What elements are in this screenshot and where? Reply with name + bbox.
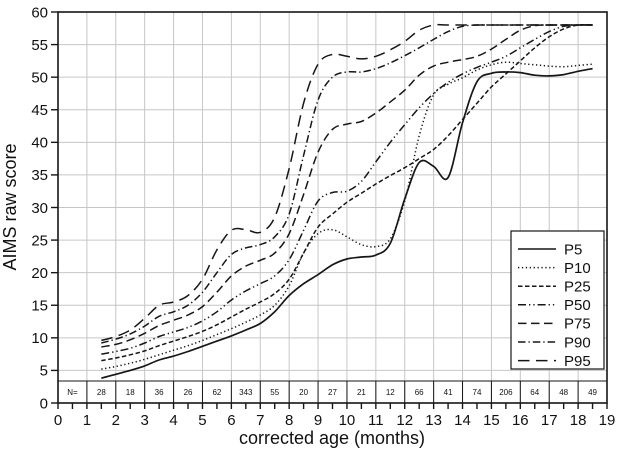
legend-label-P50: P50 [564, 297, 591, 314]
curve-P90 [101, 24, 593, 344]
y-tick-label: 40 [31, 135, 48, 152]
x-tick-label: 4 [169, 412, 177, 429]
percentile-curves [101, 23, 593, 380]
legend-label-P90: P90 [564, 334, 591, 351]
x-tick-label: 10 [339, 412, 356, 429]
x-tick-label: 14 [454, 412, 471, 429]
n-row-value: 36 [155, 388, 164, 397]
y-tick-label: 55 [31, 37, 48, 54]
x-tick-label: 9 [314, 412, 322, 429]
x-tick-label: 11 [368, 412, 384, 429]
n-row-value: 206 [499, 388, 513, 397]
legend-label-P5: P5 [564, 241, 582, 258]
n-row-value: 66 [415, 388, 424, 397]
x-tick-label: 15 [483, 412, 500, 429]
y-tick-label: 0 [40, 395, 48, 412]
y-tick-label: 50 [31, 69, 48, 86]
curve-P25 [101, 23, 593, 362]
legend-label-P95: P95 [564, 353, 591, 370]
axis-tick-labels: 0 1 2 3 4 5 6 7 8 9 10 11 12 13 14 15 16 17 18 190510152025… [31, 4, 615, 429]
y-axis-title: AIMS raw score [0, 143, 20, 270]
n-row-value: 27 [328, 388, 337, 397]
x-tick-label: 3 [141, 412, 149, 429]
x-tick-label: 13 [425, 412, 442, 429]
y-tick-label: 30 [31, 200, 48, 217]
y-tick-label: 25 [31, 232, 48, 249]
x-tick-label: 17 [541, 412, 558, 429]
n-row-value: 26 [184, 388, 193, 397]
x-tick-label: 12 [396, 412, 413, 429]
curve-P5 [101, 67, 593, 380]
sample-size-row: N= 28 18 36 26 62 343 55 20 27 21 12 66 41 74 206 64 48 49 [58, 380, 607, 403]
n-row-value: 18 [126, 388, 135, 397]
n-row-value: 62 [212, 388, 221, 397]
curve-P75 [101, 24, 593, 348]
curve-P50 [101, 24, 593, 355]
y-tick-label: 35 [31, 167, 48, 184]
legend-label-P25: P25 [564, 278, 591, 295]
x-tick-label: 0 [54, 412, 62, 429]
legend-label-P75: P75 [564, 316, 591, 333]
n-row-value: 12 [386, 388, 395, 397]
y-tick-label: 60 [31, 4, 48, 21]
y-tick-label: 15 [31, 298, 48, 315]
x-tick-label: 18 [570, 412, 587, 429]
curve-P95 [101, 23, 593, 342]
n-row-value: 48 [559, 388, 568, 397]
x-tick-label: 2 [112, 412, 120, 429]
n-row-value: 55 [270, 388, 279, 397]
curve-P10 [101, 61, 593, 370]
n-row-value: 74 [473, 388, 482, 397]
n-row-value: 28 [97, 388, 106, 397]
x-tick-label: 6 [227, 412, 235, 429]
y-tick-label: 45 [31, 102, 48, 119]
x-axis-title: corrected age (months) [239, 428, 425, 448]
n-row-value: 343 [239, 388, 253, 397]
n-row-value: 49 [588, 388, 597, 397]
x-tick-label: 5 [198, 412, 206, 429]
n-row-value: 21 [357, 388, 366, 397]
legend-label-P10: P10 [564, 260, 591, 277]
y-tick-label: 5 [40, 363, 48, 380]
x-tick-label: 1 [83, 412, 91, 429]
legend-box [510, 230, 605, 370]
y-tick-label: 10 [31, 330, 48, 347]
x-tick-label: 7 [256, 412, 264, 429]
n-row-value: 20 [299, 388, 308, 397]
x-tick-label: 19 [599, 412, 616, 429]
x-tick-label: 16 [512, 412, 529, 429]
n-row-value: 64 [530, 388, 539, 397]
y-tick-label: 20 [31, 265, 48, 282]
x-tick-label: 8 [285, 412, 293, 429]
n-row-label: N= [67, 388, 78, 397]
axis-ticks [51, 11, 608, 409]
n-row-value: 41 [444, 388, 453, 397]
